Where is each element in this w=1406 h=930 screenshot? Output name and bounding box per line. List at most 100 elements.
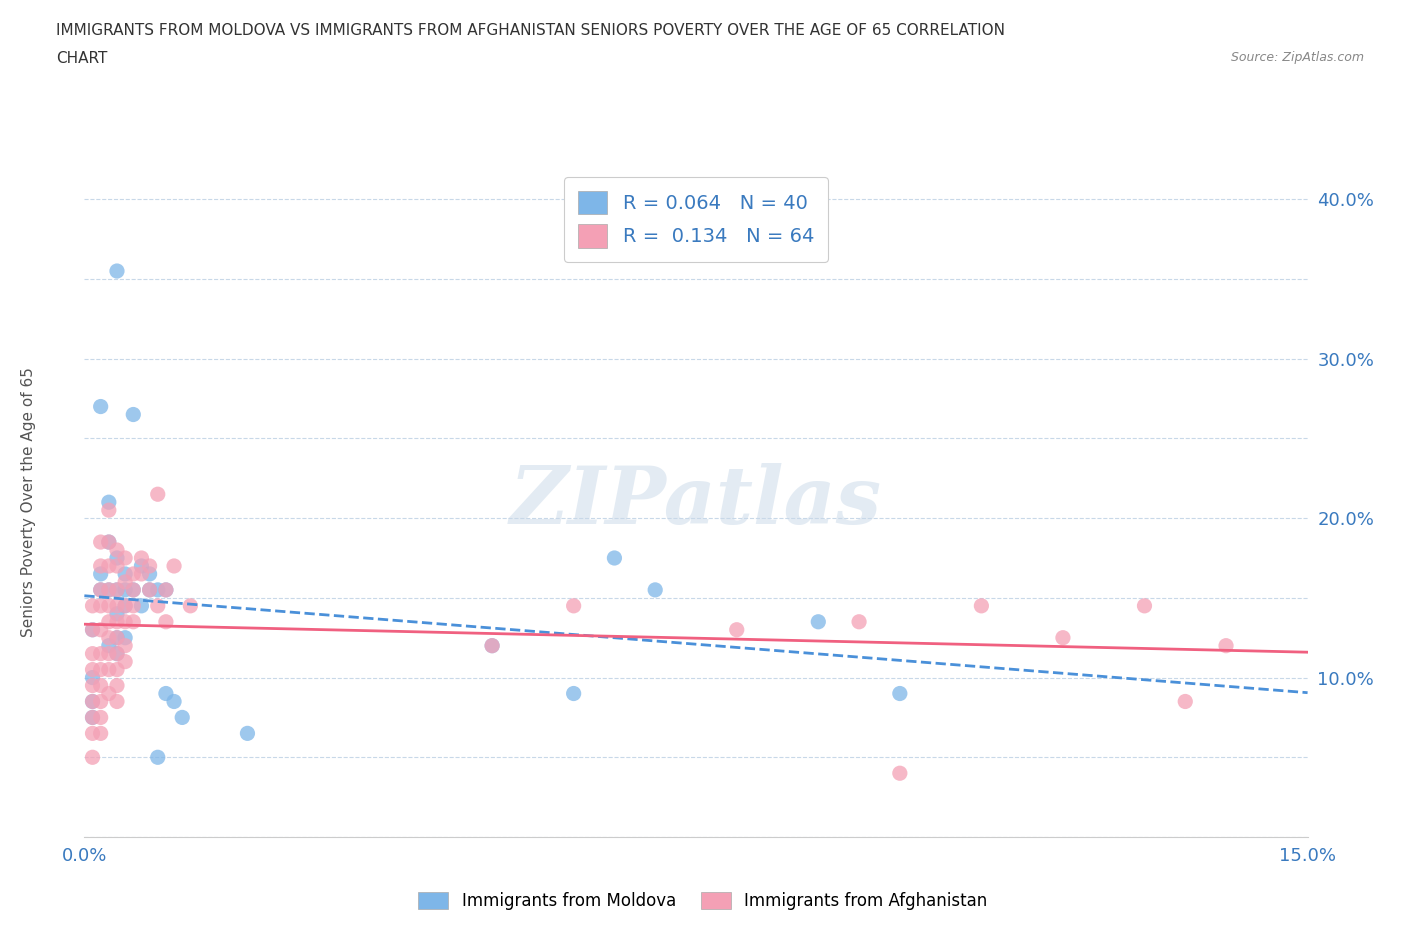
Point xyxy=(90,582,112,597)
Point xyxy=(138,559,160,574)
Point xyxy=(105,646,128,661)
Point xyxy=(1215,638,1237,653)
Point xyxy=(122,598,145,613)
Point xyxy=(122,615,145,630)
Point xyxy=(131,566,153,581)
Point xyxy=(97,598,120,613)
Point xyxy=(114,631,136,645)
Point xyxy=(725,622,748,637)
Point xyxy=(82,678,104,693)
Point xyxy=(146,582,169,597)
Text: CHART: CHART xyxy=(56,51,108,66)
Point xyxy=(105,606,128,621)
Point xyxy=(90,582,112,597)
Point xyxy=(105,646,128,661)
Point xyxy=(82,750,104,764)
Point xyxy=(90,726,112,741)
Point xyxy=(90,559,112,574)
Text: IMMIGRANTS FROM MOLDOVA VS IMMIGRANTS FROM AFGHANISTAN SENIORS POVERTY OVER THE : IMMIGRANTS FROM MOLDOVA VS IMMIGRANTS FR… xyxy=(56,23,1005,38)
Legend: Immigrants from Moldova, Immigrants from Afghanistan: Immigrants from Moldova, Immigrants from… xyxy=(412,885,994,917)
Text: ZIPatlas: ZIPatlas xyxy=(510,463,882,541)
Point xyxy=(97,662,120,677)
Point xyxy=(114,598,136,613)
Point xyxy=(807,615,830,630)
Point xyxy=(82,662,104,677)
Point xyxy=(146,486,169,501)
Point xyxy=(105,694,128,709)
Point xyxy=(97,495,120,510)
Point xyxy=(82,671,104,685)
Point xyxy=(122,582,145,597)
Point xyxy=(97,535,120,550)
Point xyxy=(138,582,160,597)
Point xyxy=(105,542,128,557)
Point xyxy=(114,638,136,653)
Point xyxy=(105,631,128,645)
Text: Source: ZipAtlas.com: Source: ZipAtlas.com xyxy=(1230,51,1364,64)
Point xyxy=(122,407,145,422)
Point xyxy=(114,654,136,669)
Point xyxy=(105,631,128,645)
Point xyxy=(163,559,186,574)
Point xyxy=(481,638,503,653)
Point xyxy=(889,686,911,701)
Point xyxy=(90,710,112,724)
Point xyxy=(562,686,585,701)
Point xyxy=(82,622,104,637)
Point xyxy=(82,694,104,709)
Point xyxy=(97,582,120,597)
Point xyxy=(122,566,145,581)
Point xyxy=(105,615,128,630)
Point xyxy=(131,559,153,574)
Point xyxy=(97,559,120,574)
Point xyxy=(562,598,585,613)
Point xyxy=(155,686,177,701)
Point xyxy=(97,582,120,597)
Point xyxy=(131,598,153,613)
Point xyxy=(82,622,104,637)
Point xyxy=(90,622,112,637)
Point xyxy=(1174,694,1197,709)
Point xyxy=(97,503,120,518)
Point xyxy=(90,662,112,677)
Point xyxy=(1133,598,1156,613)
Point xyxy=(105,582,128,597)
Point xyxy=(155,582,177,597)
Point xyxy=(970,598,993,613)
Point xyxy=(114,551,136,565)
Point xyxy=(90,566,112,581)
Point xyxy=(105,598,128,613)
Point xyxy=(90,646,112,661)
Point xyxy=(97,646,120,661)
Point xyxy=(179,598,201,613)
Point xyxy=(105,551,128,565)
Point xyxy=(138,566,160,581)
Point xyxy=(172,710,194,724)
Point xyxy=(82,710,104,724)
Point xyxy=(146,598,169,613)
Point xyxy=(105,662,128,677)
Point xyxy=(603,551,626,565)
Point xyxy=(97,638,120,653)
Point xyxy=(105,678,128,693)
Point xyxy=(131,551,153,565)
Point xyxy=(146,750,169,764)
Point xyxy=(236,726,259,741)
Point xyxy=(114,582,136,597)
Point xyxy=(90,678,112,693)
Point xyxy=(82,598,104,613)
Point xyxy=(155,615,177,630)
Point xyxy=(114,615,136,630)
Point xyxy=(90,399,112,414)
Point xyxy=(105,559,128,574)
Point xyxy=(105,263,128,278)
Point xyxy=(481,638,503,653)
Text: Seniors Poverty Over the Age of 65: Seniors Poverty Over the Age of 65 xyxy=(21,367,35,637)
Point xyxy=(163,694,186,709)
Point xyxy=(97,686,120,701)
Legend: R = 0.064   N = 40, R =  0.134   N = 64: R = 0.064 N = 40, R = 0.134 N = 64 xyxy=(564,177,828,261)
Point xyxy=(114,566,136,581)
Point xyxy=(82,726,104,741)
Point xyxy=(1052,631,1074,645)
Point xyxy=(97,631,120,645)
